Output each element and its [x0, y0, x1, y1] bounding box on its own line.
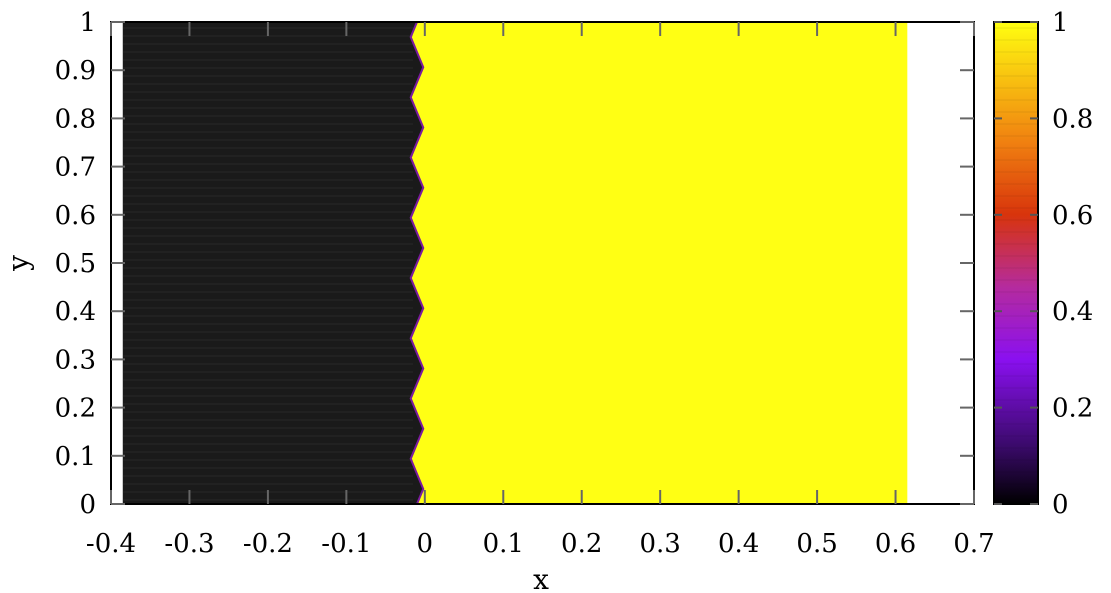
- colorbar-tick-label: 0.6: [1052, 201, 1093, 231]
- y-tick-label: 0.9: [55, 56, 96, 86]
- x-tick-label: 0: [417, 529, 434, 559]
- plot-area: [110, 21, 975, 505]
- x-axis-label: x: [533, 563, 549, 593]
- y-tick-label: 0.7: [55, 153, 96, 183]
- y-tick-label: 0.5: [55, 249, 96, 279]
- x-tick-label: 0.2: [561, 529, 602, 559]
- y-tick-label: 0.4: [55, 297, 96, 327]
- colorbar-tick-label: 0: [1052, 490, 1069, 520]
- x-tick-label: -0.4: [86, 529, 136, 559]
- low-value-region: [122, 22, 424, 504]
- x-tick-label: 0.1: [483, 529, 524, 559]
- y-tick-label: 0.8: [55, 104, 96, 134]
- interface-line: [409, 21, 425, 505]
- colorbar-frame: [993, 21, 1039, 505]
- high-value-region: [410, 22, 908, 504]
- colorbar: [993, 21, 1039, 505]
- x-tick-label: -0.2: [243, 529, 293, 559]
- colorbar-tick-label: 0.4: [1052, 297, 1093, 327]
- colorbar-tick-labels: 0 0.2 0.4 0.6 0.8 1: [1052, 8, 1093, 520]
- colorbar-tick-label: 0.8: [1052, 104, 1093, 134]
- y-tick-label: 0: [79, 490, 96, 520]
- y-tick-label: 0.2: [55, 394, 96, 424]
- x-tick-label: -0.3: [164, 529, 214, 559]
- x-tick-label: 0.7: [953, 529, 994, 559]
- colorbar-fill: [994, 22, 1038, 504]
- y-axis-label: y: [2, 255, 35, 272]
- x-tick-label: 0.6: [875, 529, 916, 559]
- colorbar-tick-label: 0.2: [1052, 394, 1093, 424]
- y-tick-label: 1: [79, 8, 96, 38]
- colorbar-tick-label: 1: [1052, 8, 1069, 38]
- x-tick-label: 0.4: [718, 529, 759, 559]
- y-tick-labels: 0 0.1 0.2 0.3 0.4 0.5 0.6 0.7 0.8 0.9 1: [55, 8, 96, 520]
- x-tick-label: -0.1: [321, 529, 371, 559]
- dark-region-texture: [122, 27, 413, 501]
- x-tick-label: 0.3: [640, 529, 681, 559]
- y-tick-label: 0.3: [55, 345, 96, 375]
- x-tick-label: 0.5: [796, 529, 837, 559]
- y-tick-label: 0.1: [55, 442, 96, 472]
- x-tick-labels: -0.4 -0.3 -0.2 -0.1 0 0.1 0.2 0.3 0.4 0.5 0.6 0.7: [86, 529, 995, 559]
- y-tick-label: 0.6: [55, 201, 96, 231]
- tick-marks: [110, 21, 975, 505]
